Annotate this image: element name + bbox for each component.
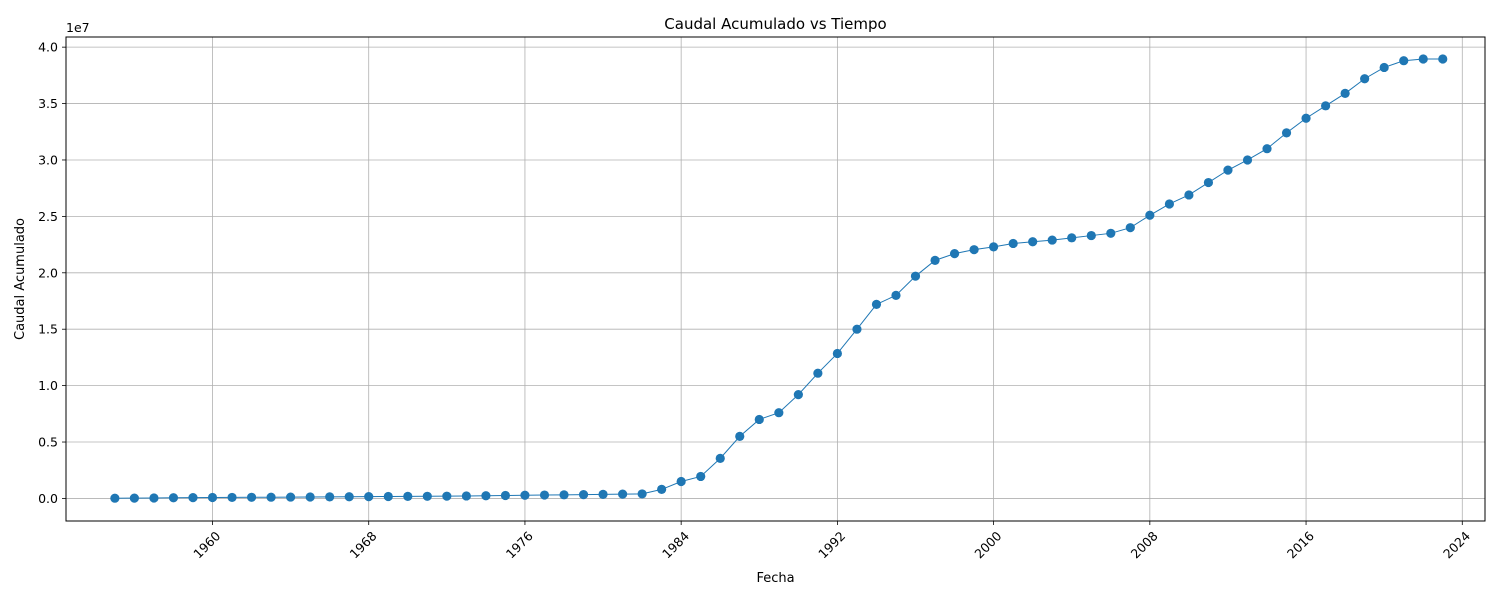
data-point [1106,228,1116,238]
data-point [891,290,901,300]
data-point [1125,223,1135,233]
data-point [1028,237,1038,247]
data-point [1340,88,1350,99]
data-point [1399,56,1409,66]
data-point [1008,238,1018,249]
data-point [539,490,550,500]
data-point [618,489,628,499]
data-point [481,491,491,501]
data-point [1360,74,1370,84]
data-point [989,242,999,252]
y-tick-label: 4.0 [38,40,58,55]
data-point [949,249,960,259]
data-series [110,54,1448,503]
data-point [325,492,335,502]
data-point [1067,233,1077,243]
data-point [1145,210,1155,220]
data-point [1418,54,1428,64]
y-tick-label: 1.0 [38,378,58,393]
chart-title: Caudal Acumulado vs Tiempo [664,15,886,33]
data-point [364,492,374,502]
data-point [598,489,608,499]
x-axis-label: Fecha [756,571,794,586]
y-tick-label: 0.0 [38,491,58,506]
data-point [1242,155,1253,165]
data-point [774,408,784,418]
data-point [852,324,862,334]
data-point [1184,190,1194,200]
data-point [1047,235,1057,245]
data-point [735,431,745,441]
data-point [129,493,139,503]
data-point [110,493,120,503]
data-point [168,493,179,503]
data-point [637,489,647,499]
data-point [1262,144,1272,154]
y-tick-label: 1.5 [38,322,58,337]
y-axis-offset-label: 1e7 [66,20,90,35]
data-point [442,491,452,501]
data-point [286,492,296,502]
data-point [1301,113,1311,123]
data-point [1086,230,1096,241]
data-point [227,492,237,503]
data-point [1203,177,1214,188]
data-point [500,490,511,501]
data-point [871,299,882,309]
data-point [1438,54,1448,64]
data-point [246,492,257,502]
data-point [461,491,471,501]
data-point [149,493,159,503]
data-point [910,271,921,281]
y-tick-label: 2.5 [38,209,58,224]
y-tick-label: 0.5 [38,435,58,450]
data-point [930,255,940,265]
data-point [188,493,198,503]
plot-frame [65,36,1486,522]
data-point [520,490,530,500]
data-point [383,491,393,502]
data-point [403,491,413,502]
data-point [832,348,842,359]
y-tick-label: 3.0 [38,152,58,167]
data-point [578,490,589,500]
data-point [813,368,823,378]
data-point [1164,199,1174,209]
data-point [344,492,354,502]
data-point [696,471,706,482]
data-point [266,492,276,502]
y-tick-label: 3.5 [38,96,58,111]
y-tick-label: 2.0 [38,265,58,280]
data-point [207,492,218,503]
data-point [715,453,725,463]
data-point [969,245,979,255]
data-point [657,484,667,495]
data-point [1281,128,1292,138]
data-point [1379,62,1389,73]
grid [66,37,1485,521]
data-point [1321,101,1331,111]
y-axis: 0.0 0.5 1.0 1.5 2.0 2.5 3.0 3.5 4.0 [38,40,66,506]
data-point [754,414,764,425]
data-point [305,492,315,502]
data-point [422,491,432,501]
data-point [676,476,686,487]
y-axis-label: Caudal Acumulado [13,218,28,340]
data-point [559,490,569,500]
data-point [1223,165,1233,175]
data-point [793,390,803,400]
